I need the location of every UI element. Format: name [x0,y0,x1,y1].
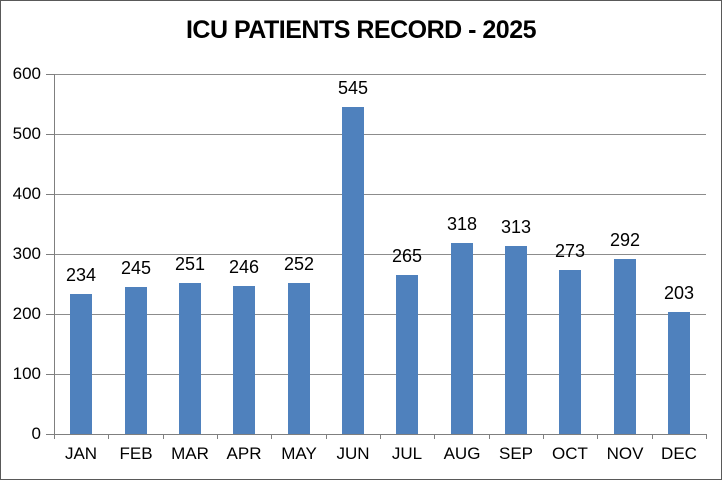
x-category-label-sep: SEP [498,444,534,463]
x-category-label-may: MAY [281,444,317,463]
bar-oct [559,270,581,434]
x-axis-tick [652,434,653,439]
bar-sep [505,246,527,434]
x-category-label-jun: JUN [336,444,370,463]
gridline [54,314,706,315]
x-axis-tick [108,434,109,439]
y-axis-tick [46,74,54,75]
x-category-label-mar: MAR [171,444,209,463]
bar-value-label-oct: 273 [554,241,586,261]
y-axis-tick-label: 200 [12,304,41,323]
y-axis-line [54,74,55,435]
x-category-label-oct: OCT [552,444,588,463]
y-axis-tick [46,374,54,375]
bar-aug [451,243,473,434]
x-axis-tick [271,434,272,439]
bar-mar [179,283,201,434]
bar-value-label-sep: 313 [500,217,532,237]
bar-jan [70,294,92,434]
x-axis-tick [217,434,218,439]
bar-value-label-apr: 246 [228,257,260,277]
y-axis-tick [46,314,54,315]
bar-value-label-may: 252 [283,254,315,274]
x-category-label-dec: DEC [661,444,697,463]
y-axis-tick-label: 500 [12,124,41,143]
y-axis-tick [46,254,54,255]
y-axis-tick [46,134,54,135]
bar-value-label-jun: 545 [337,78,369,98]
gridline [54,134,706,135]
bar-nov [614,259,636,434]
x-axis-tick [326,434,327,439]
y-axis-tick-label: 600 [12,64,41,83]
x-category-label-nov: NOV [606,444,644,463]
bar-feb [125,287,147,434]
gridline [54,374,706,375]
bar-apr [233,286,255,434]
gridline [54,194,706,195]
gridline [54,74,706,75]
y-axis-tick-label: 400 [12,184,41,203]
bar-value-label-jan: 234 [65,265,97,285]
x-axis-tick [489,434,490,439]
bar-jul [396,275,418,434]
x-category-label-apr: APR [226,444,262,463]
x-category-label-aug: AUG [443,444,481,463]
chart-title: ICU PATIENTS RECORD - 2025 [185,16,537,44]
bar-value-label-dec: 203 [663,283,695,303]
x-axis-tick [434,434,435,439]
y-axis-tick [46,194,54,195]
x-axis-tick [380,434,381,439]
x-axis-tick [543,434,544,439]
bar-value-label-nov: 292 [609,230,641,250]
x-category-label-jul: JUL [391,444,423,463]
y-axis-tick-label: 0 [31,424,41,443]
y-axis-tick-label: 300 [12,244,41,263]
x-axis-tick [706,434,707,439]
x-axis-tick [597,434,598,439]
x-axis-tick [163,434,164,439]
bar-value-label-feb: 245 [120,258,152,278]
x-category-label-jan: JAN [64,444,98,463]
bar-may [288,283,310,434]
y-axis-tick [46,434,54,435]
x-axis-tick [54,434,55,439]
bar-value-label-aug: 318 [446,214,478,234]
bar-value-label-jul: 265 [391,246,423,266]
x-category-label-feb: FEB [119,444,153,463]
bar-jun [342,107,364,434]
y-axis-tick-label: 100 [12,364,41,383]
gridline [54,254,706,255]
bar-dec [668,312,690,434]
bar-value-label-mar: 251 [174,254,206,274]
